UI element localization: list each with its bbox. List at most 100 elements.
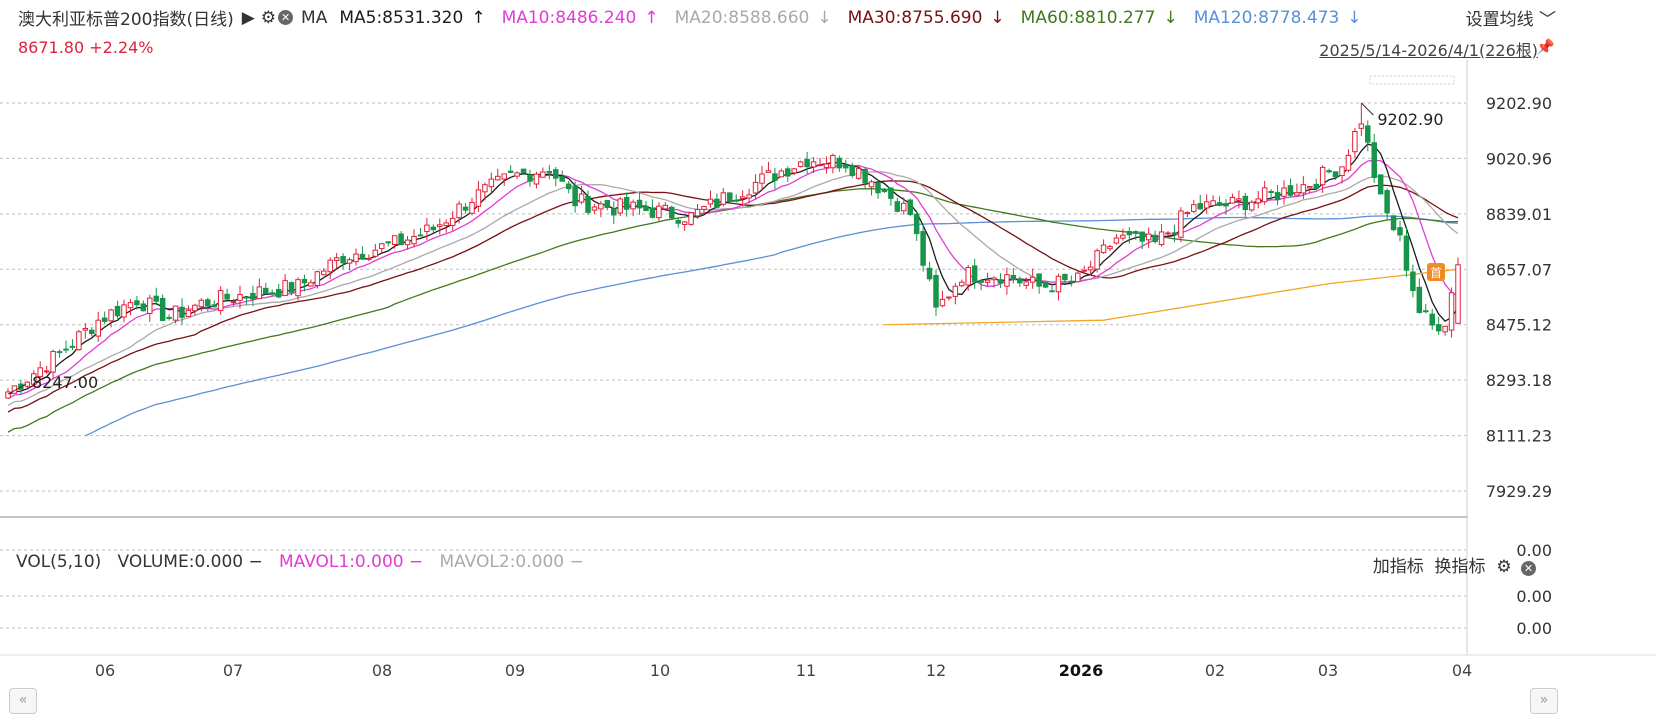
- high-label: 9202.90: [1377, 110, 1443, 129]
- candle-body: [669, 206, 675, 219]
- candle-body: [785, 168, 791, 177]
- candle-body: [913, 213, 920, 235]
- candle-body: [656, 205, 662, 219]
- candle-body: [308, 282, 314, 287]
- candle-body: [830, 154, 836, 169]
- candle-body: [881, 189, 888, 193]
- candle-body: [424, 224, 430, 232]
- pin-icon[interactable]: 📌: [1536, 38, 1555, 56]
- candle-body: [920, 231, 926, 266]
- x-tick-label: 2026: [1059, 661, 1104, 680]
- ma30-value: MA30:8755.690 ↓: [848, 8, 1013, 28]
- candle-body: [63, 348, 69, 351]
- candle-body: [391, 235, 398, 246]
- cost-line: [884, 268, 1459, 326]
- ma20-line: [7, 171, 1459, 406]
- candle-body: [991, 277, 997, 281]
- close-icon[interactable]: ✕: [278, 10, 294, 25]
- candle-body: [598, 203, 604, 210]
- candle-body: [1429, 313, 1435, 326]
- candle-body: [134, 300, 140, 306]
- candle-body: [321, 270, 327, 276]
- scroll-right-button[interactable]: »: [1530, 688, 1558, 714]
- ma5-arrow: ↑: [471, 7, 486, 28]
- candle-body: [1004, 274, 1010, 287]
- candle-body: [1094, 250, 1100, 270]
- gear-icon[interactable]: ⚙: [1496, 557, 1512, 577]
- candle-body: [211, 304, 217, 308]
- volume-tick-label: 0.00: [1516, 587, 1552, 606]
- candle-body: [1152, 234, 1158, 243]
- ma30-text: MA30:8755.690: [847, 7, 983, 28]
- candle-body: [147, 297, 153, 314]
- candle-body: [701, 206, 707, 210]
- candle-body: [275, 288, 282, 298]
- x-tick-label: 03: [1318, 661, 1338, 680]
- candle-body: [95, 319, 101, 337]
- candle-body: [1203, 201, 1210, 209]
- date-range[interactable]: 2025/5/14-2026/4/1(226根): [1319, 41, 1538, 60]
- candle-body: [617, 198, 623, 214]
- ma-label: MA: [301, 7, 328, 28]
- candle-body: [572, 186, 578, 207]
- candle-body: [714, 198, 720, 208]
- candle-body: [727, 192, 733, 202]
- y-tick-label: 9202.90: [1486, 94, 1552, 113]
- x-tick-label: 11: [796, 661, 816, 680]
- gear-icon[interactable]: ⚙: [260, 7, 277, 28]
- y-tick-label: 8293.18: [1486, 371, 1552, 390]
- close-icon[interactable]: ✕: [1521, 561, 1536, 576]
- candle-body: [1423, 310, 1429, 313]
- add-indicator-button[interactable]: 加指标: [1372, 557, 1424, 577]
- candle-body: [121, 304, 127, 318]
- candle-body: [1274, 192, 1281, 201]
- candle-body: [153, 295, 159, 302]
- candle-body: [746, 194, 752, 199]
- candle-body: [114, 305, 121, 317]
- candle-body: [1036, 273, 1042, 287]
- candle-body: [797, 161, 804, 168]
- candle-body: [1145, 233, 1152, 241]
- candle-body: [288, 282, 295, 293]
- scroll-left-button[interactable]: «: [9, 688, 37, 714]
- x-tick-label: 09: [505, 661, 525, 680]
- candle-body: [359, 253, 366, 260]
- candle-body: [527, 174, 533, 182]
- candle-body: [437, 224, 443, 228]
- candle-body: [933, 275, 939, 308]
- candle-body: [340, 255, 346, 264]
- candle-body: [1442, 325, 1448, 333]
- candle-body: [475, 189, 482, 207]
- candle-body: [1268, 191, 1274, 194]
- candle-body: [1120, 234, 1126, 239]
- candle-body: [417, 234, 424, 237]
- vol-label: VOL(5,10): [16, 552, 102, 572]
- candle-body: [843, 164, 849, 169]
- candle-body: [533, 173, 540, 185]
- candle-body: [1403, 235, 1410, 271]
- candle-body: [546, 171, 553, 174]
- candle-body: [250, 292, 256, 300]
- candle-body: [1113, 237, 1120, 244]
- play-icon[interactable]: ▶: [241, 7, 255, 28]
- candle-body: [1191, 204, 1197, 212]
- candle-body: [1455, 264, 1461, 324]
- candle-body: [507, 170, 514, 173]
- candle-body: [1081, 269, 1087, 272]
- candle-body: [765, 170, 772, 173]
- price-readout: 8671.80 +2.24%: [18, 38, 154, 57]
- ma10-line: [7, 159, 1459, 400]
- candle-body: [462, 206, 469, 211]
- candle-body: [237, 294, 243, 301]
- candle-body: [520, 168, 527, 174]
- candle-body: [868, 181, 875, 188]
- candle-body: [1416, 286, 1423, 314]
- candle-body: [1184, 212, 1191, 215]
- ma-settings-button[interactable]: 设置均线 ﹀: [1466, 5, 1556, 30]
- candle-body: [1229, 196, 1236, 204]
- candle-body: [836, 157, 843, 169]
- switch-indicator-button[interactable]: 换指标: [1434, 557, 1486, 577]
- candle-body: [449, 217, 456, 226]
- candle-body: [1049, 290, 1055, 293]
